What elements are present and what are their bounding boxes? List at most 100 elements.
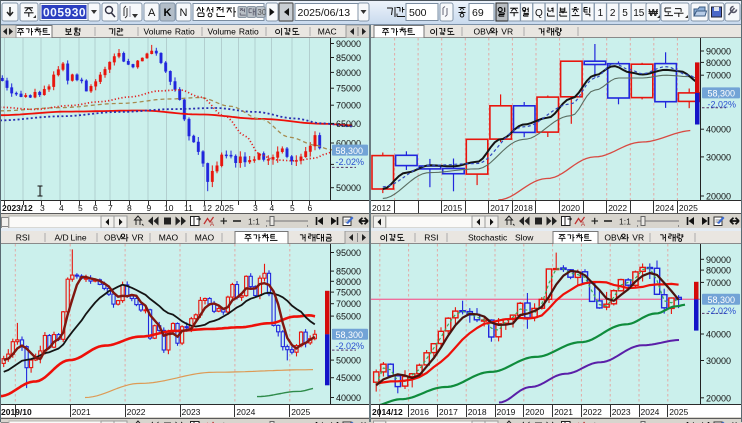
svg-text:45000: 45000 — [336, 373, 361, 383]
svg-text:2018: 2018 — [514, 203, 533, 213]
svg-text:OBV: OBV — [104, 233, 122, 243]
svg-text:2021: 2021 — [72, 407, 91, 417]
svg-text:2023/12: 2023/12 — [2, 203, 33, 213]
svg-text:Line: Line — [71, 233, 87, 243]
svg-text:60000: 60000 — [336, 139, 361, 149]
svg-text:MAO: MAO — [159, 233, 179, 243]
svg-text:Volume: Volume — [208, 27, 237, 37]
svg-text:50000: 50000 — [336, 356, 361, 366]
svg-text:30: 30 — [257, 8, 266, 17]
svg-text:005930: 005930 — [43, 6, 86, 20]
svg-text:90000: 90000 — [706, 47, 731, 57]
svg-text:VR: VR — [632, 233, 644, 243]
svg-text:₩: ₩ — [649, 8, 659, 19]
svg-text:2025: 2025 — [679, 203, 698, 213]
svg-text:95000: 95000 — [336, 248, 361, 258]
svg-text:MAC: MAC — [318, 27, 337, 37]
svg-text:2025: 2025 — [669, 407, 688, 417]
svg-text:2: 2 — [610, 8, 616, 19]
svg-text:2024: 2024 — [655, 203, 674, 213]
svg-text:11: 11 — [184, 203, 193, 213]
svg-text:A: A — [148, 7, 156, 19]
svg-text:4: 4 — [59, 203, 64, 213]
svg-text:58,300: 58,300 — [335, 330, 363, 340]
svg-text:2025/06/13: 2025/06/13 — [298, 7, 351, 19]
svg-text:A/D: A/D — [55, 233, 69, 243]
svg-text:A: A — [581, 222, 585, 228]
svg-text:1:1: 1:1 — [619, 217, 631, 227]
svg-text:65000: 65000 — [336, 312, 361, 322]
svg-text:70000: 70000 — [336, 101, 361, 111]
svg-text:58,300: 58,300 — [707, 295, 735, 305]
svg-text:40000: 40000 — [706, 330, 731, 340]
svg-text:70000: 70000 — [706, 71, 731, 81]
svg-text:2022: 2022 — [608, 203, 627, 213]
svg-text:2020: 2020 — [525, 407, 544, 417]
svg-text:2015: 2015 — [443, 203, 462, 213]
svg-text:VR: VR — [132, 233, 144, 243]
svg-text:15: 15 — [633, 8, 645, 19]
svg-text:4: 4 — [270, 203, 275, 213]
svg-text:OBV: OBV — [474, 27, 492, 37]
svg-text:2016: 2016 — [410, 407, 429, 417]
svg-text:75000: 75000 — [336, 288, 361, 298]
svg-text:1:1: 1:1 — [248, 217, 260, 227]
svg-text:-2.02%: -2.02% — [707, 100, 736, 110]
svg-text:69: 69 — [472, 7, 484, 19]
svg-text:3: 3 — [253, 203, 258, 213]
svg-text:VR: VR — [501, 27, 513, 37]
svg-text:2025: 2025 — [215, 203, 234, 213]
svg-text:2022: 2022 — [127, 407, 146, 417]
svg-text:2017: 2017 — [439, 407, 458, 417]
svg-text:Volume: Volume — [144, 27, 173, 37]
svg-text:2024: 2024 — [236, 407, 255, 417]
svg-text:40000: 40000 — [336, 393, 361, 403]
svg-text:2023: 2023 — [182, 407, 201, 417]
svg-text:Ratio: Ratio — [239, 27, 259, 37]
svg-text:2014/12: 2014/12 — [372, 407, 403, 417]
svg-text:3: 3 — [40, 203, 45, 213]
svg-text:2017: 2017 — [490, 203, 509, 213]
svg-text:2012: 2012 — [372, 203, 391, 213]
svg-text:RSI: RSI — [16, 233, 30, 243]
svg-text:K: K — [164, 7, 172, 19]
svg-text:Ratio: Ratio — [175, 27, 195, 37]
svg-text:70000: 70000 — [706, 278, 731, 288]
svg-text:40000: 40000 — [706, 125, 731, 135]
svg-text:65000: 65000 — [336, 119, 361, 129]
svg-text:30000: 30000 — [706, 152, 731, 162]
svg-text:Q: Q — [535, 8, 543, 19]
svg-text:5: 5 — [290, 203, 295, 213]
svg-text:20000: 20000 — [706, 192, 731, 201]
svg-text:30000: 30000 — [706, 356, 731, 366]
svg-text:6: 6 — [308, 203, 313, 213]
svg-text:2018: 2018 — [468, 407, 487, 417]
svg-text:5: 5 — [622, 8, 628, 19]
svg-text:80000: 80000 — [336, 68, 361, 78]
svg-text:85000: 85000 — [336, 53, 361, 63]
svg-text:500: 500 — [409, 7, 427, 19]
svg-text:2021: 2021 — [554, 407, 573, 417]
svg-text:85000: 85000 — [336, 267, 361, 277]
svg-text:2020: 2020 — [561, 203, 580, 213]
svg-text:90000: 90000 — [336, 39, 361, 49]
svg-text:2019: 2019 — [497, 407, 516, 417]
svg-text:8: 8 — [127, 203, 132, 213]
svg-text:2022: 2022 — [583, 407, 602, 417]
svg-text:-2.02%: -2.02% — [335, 341, 364, 351]
svg-text:7: 7 — [108, 203, 113, 213]
svg-text:A: A — [210, 222, 214, 228]
svg-text:2025: 2025 — [291, 407, 310, 417]
svg-text:70000: 70000 — [336, 299, 361, 309]
svg-text:20000: 20000 — [706, 393, 731, 403]
svg-text:75000: 75000 — [336, 84, 361, 94]
svg-text:10: 10 — [164, 203, 174, 213]
svg-text:80000: 80000 — [706, 266, 731, 276]
svg-text:2023: 2023 — [612, 407, 631, 417]
svg-text:Slow: Slow — [515, 233, 534, 243]
svg-text:-2.02%: -2.02% — [335, 157, 364, 167]
svg-text:12: 12 — [203, 203, 213, 213]
svg-text:N: N — [180, 7, 188, 19]
svg-text:5: 5 — [78, 203, 83, 213]
svg-text:MAO: MAO — [195, 233, 215, 243]
